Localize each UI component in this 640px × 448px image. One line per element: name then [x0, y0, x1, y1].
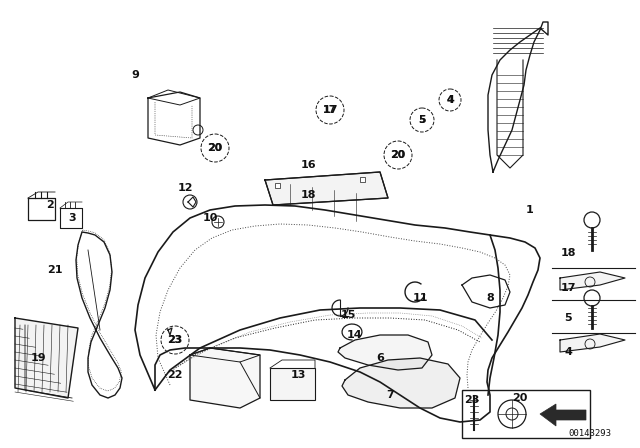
- Text: 20: 20: [208, 143, 221, 153]
- Polygon shape: [560, 334, 625, 352]
- Polygon shape: [540, 404, 586, 426]
- Text: 22: 22: [167, 370, 183, 380]
- Text: 10: 10: [202, 213, 218, 223]
- Text: 17: 17: [323, 105, 337, 115]
- Polygon shape: [342, 358, 460, 408]
- Text: 17: 17: [323, 105, 338, 115]
- Text: 14: 14: [347, 330, 363, 340]
- Text: 23: 23: [464, 395, 480, 405]
- Text: 16: 16: [300, 160, 316, 170]
- Text: 4: 4: [446, 95, 454, 105]
- Text: 9: 9: [131, 70, 139, 80]
- Text: 20: 20: [391, 150, 404, 160]
- Polygon shape: [338, 335, 432, 370]
- Text: 4: 4: [564, 347, 572, 357]
- Text: 00143293: 00143293: [568, 429, 611, 438]
- Text: 6: 6: [376, 353, 384, 363]
- FancyBboxPatch shape: [270, 368, 315, 400]
- Text: 21: 21: [47, 265, 63, 275]
- Text: 18: 18: [560, 248, 576, 258]
- Text: 17: 17: [560, 283, 576, 293]
- FancyBboxPatch shape: [360, 177, 365, 182]
- Text: 1: 1: [526, 205, 534, 215]
- FancyBboxPatch shape: [275, 183, 280, 188]
- Text: 2: 2: [46, 200, 54, 210]
- Text: 18: 18: [300, 190, 316, 200]
- Text: 23: 23: [167, 335, 182, 345]
- Text: 8: 8: [486, 293, 494, 303]
- Polygon shape: [190, 348, 260, 408]
- Text: 20: 20: [207, 143, 223, 153]
- Text: 5: 5: [418, 115, 426, 125]
- Text: 12: 12: [177, 183, 193, 193]
- Text: 19: 19: [30, 353, 46, 363]
- Text: 20: 20: [512, 393, 528, 403]
- Polygon shape: [560, 272, 625, 290]
- Text: 3: 3: [68, 213, 76, 223]
- Text: 4: 4: [447, 95, 453, 105]
- Polygon shape: [15, 318, 78, 398]
- Text: 11: 11: [412, 293, 428, 303]
- Text: 5: 5: [564, 313, 572, 323]
- Polygon shape: [265, 172, 388, 205]
- FancyBboxPatch shape: [462, 390, 590, 438]
- Text: 13: 13: [291, 370, 306, 380]
- Text: 20: 20: [390, 150, 406, 160]
- Text: 5: 5: [419, 115, 426, 125]
- Text: 23: 23: [168, 335, 182, 345]
- Text: 7: 7: [386, 390, 394, 400]
- Text: 15: 15: [340, 310, 356, 320]
